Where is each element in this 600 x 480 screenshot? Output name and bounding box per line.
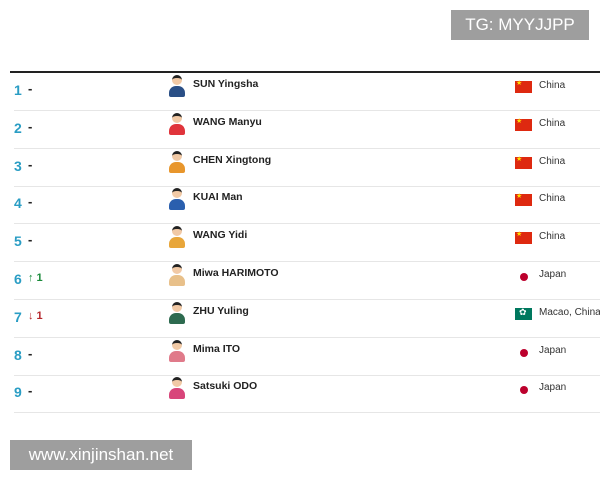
- player-name[interactable]: ZHU Yuling: [193, 304, 249, 317]
- rank: 1: [14, 82, 22, 98]
- player-name[interactable]: WANG Yidi: [193, 229, 248, 242]
- china-flag-icon: [515, 230, 532, 245]
- japan-flag-icon: [515, 346, 532, 358]
- japan-flag-icon: [515, 383, 532, 395]
- ranking-row[interactable]: 9 - Satsuki ODO Japan: [14, 374, 600, 414]
- ranking-row[interactable]: 3 - CHEN Xingtong China: [14, 148, 600, 187]
- macao-flag-icon: [515, 307, 532, 320]
- player-name[interactable]: SUN Yingsha: [193, 78, 259, 90]
- china-flag-icon: [515, 192, 532, 207]
- player-avatar: [168, 264, 186, 286]
- rank-change: -: [28, 194, 33, 210]
- china-flag-icon: [515, 155, 532, 169]
- ranking-row[interactable]: 6 ↑ 1 Miwa HARIMOTO Japan: [14, 261, 600, 300]
- country-name: Japan: [539, 269, 567, 280]
- rank-change: ↑ 1: [28, 272, 43, 284]
- rank-change: ↓ 1: [28, 309, 43, 322]
- rank: 7: [14, 308, 22, 325]
- player-avatar: [168, 339, 186, 362]
- country-name: China: [539, 117, 566, 129]
- rank: 5: [14, 233, 22, 250]
- china-flag-icon: [515, 117, 532, 131]
- ranking-row[interactable]: 7 ↓ 1 ZHU Yuling Macao, China: [14, 299, 600, 338]
- player-name[interactable]: CHEN Xingtong: [193, 153, 272, 166]
- player-name[interactable]: Miwa HARIMOTO: [193, 267, 279, 279]
- player-name[interactable]: Satsuki ODO: [193, 380, 258, 393]
- rank: 3: [14, 157, 22, 174]
- country-name: China: [539, 80, 566, 91]
- rank: 8: [14, 346, 22, 363]
- rank: 2: [14, 119, 22, 136]
- rank: 4: [14, 195, 22, 212]
- country-name: Japan: [539, 344, 567, 356]
- player-avatar: [168, 112, 186, 135]
- rank-change: -: [28, 232, 33, 248]
- country-name: China: [539, 231, 566, 243]
- ranking-row[interactable]: 8 - Mima ITO Japan: [14, 337, 600, 376]
- rank-change: -: [28, 118, 33, 134]
- player-avatar: [168, 377, 186, 400]
- japan-flag-icon: [515, 270, 532, 282]
- player-avatar: [168, 301, 186, 324]
- rank-change: -: [28, 81, 33, 96]
- china-flag-icon: [515, 79, 532, 93]
- table-divider: [10, 71, 600, 73]
- rank: 9: [14, 384, 22, 401]
- rank-change: -: [28, 156, 33, 172]
- player-name[interactable]: KUAI Man: [193, 191, 243, 204]
- rank: 6: [14, 271, 22, 287]
- ranking-row[interactable]: 1 - SUN Yingsha China: [14, 72, 600, 111]
- player-name[interactable]: WANG Manyu: [193, 115, 262, 128]
- rank-change: -: [28, 345, 33, 361]
- watermark-bottom: www.xinjinshan.net: [10, 440, 192, 470]
- watermark-top: TG: MYYJJPP: [451, 10, 589, 40]
- rank-change: -: [28, 383, 33, 399]
- player-name[interactable]: Mima ITO: [193, 342, 241, 355]
- country-name: Macao, China: [539, 306, 600, 318]
- ranking-row[interactable]: 2 - WANG Manyu China: [14, 110, 600, 149]
- ranking-row[interactable]: 5 - WANG Yidi China: [14, 223, 600, 263]
- country-name: China: [539, 155, 566, 167]
- ranking-row[interactable]: 4 - KUAI Man China: [14, 185, 600, 225]
- player-avatar: [168, 188, 186, 211]
- player-avatar: [168, 75, 186, 97]
- country-name: China: [539, 193, 566, 205]
- player-avatar: [168, 226, 186, 249]
- country-name: Japan: [539, 382, 567, 394]
- player-avatar: [168, 150, 186, 173]
